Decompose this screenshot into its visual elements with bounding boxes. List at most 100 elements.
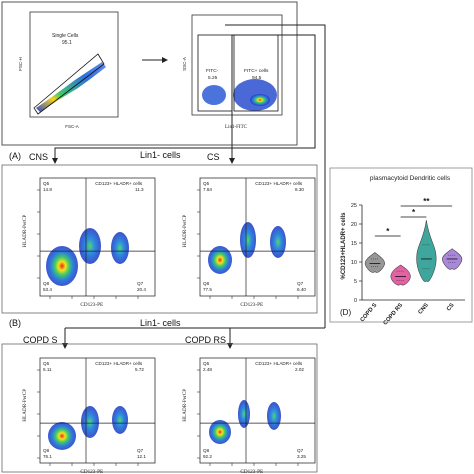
- cell-cluster-mid: [81, 406, 99, 438]
- y-tick-label: 25: [351, 203, 357, 209]
- x-tick-label: CS: [446, 302, 456, 312]
- quad-q7-name: Q7: [137, 281, 144, 286]
- quad-q7-name: Q7: [297, 448, 304, 453]
- singlets-gate: [33, 53, 105, 115]
- lin1-neg-gate-name: FITC-: [206, 68, 219, 74]
- lin1-neg-cells: [202, 85, 226, 105]
- panel-top-quad-frame: [1, 164, 318, 314]
- y-tick-label: 5: [354, 279, 357, 285]
- quad-xlabel: CD123-PE: [80, 302, 103, 308]
- quad-ylabel: HLADR-PerCP: [182, 215, 188, 248]
- quad-title: CD123+ HLADR+ cells: [95, 361, 143, 366]
- quad-title: CD123+ HLADR+ cells: [255, 181, 303, 186]
- significance-label: **: [423, 197, 430, 206]
- quad-plot-area: [199, 177, 316, 297]
- quad-q5-value: 14.8: [43, 187, 52, 192]
- quad-q6-value: 2.02: [295, 367, 304, 372]
- x-tick-label: COPD RS: [383, 302, 405, 326]
- lin1-neg-gate-value: 5.25: [208, 75, 218, 81]
- violin-cns: [416, 220, 437, 282]
- cell-cluster-main: [208, 246, 232, 274]
- singlets-cells-cloud: [36, 62, 106, 112]
- panel-d-label: (D): [340, 308, 351, 317]
- chart-title: plasmacytoid Dendritic cells: [370, 175, 451, 182]
- quad-q7-value: 6.40: [297, 287, 306, 292]
- quad-q8-value: 77.5: [203, 287, 212, 292]
- quad-q5-value: 6.11: [43, 367, 52, 372]
- cell-cluster-main: [46, 246, 78, 286]
- x-tick-label: CNS: [417, 302, 430, 315]
- chart-ylabel: %CD123+HLADR+ cells: [341, 212, 347, 280]
- quad-q7-name: Q7: [137, 448, 144, 453]
- quad-ylabel: HLADR-PerCP: [182, 389, 188, 422]
- singlets-plot-area: [29, 11, 119, 118]
- quad-q5-value: 7.84: [203, 187, 212, 192]
- y-tick-label: 10: [351, 260, 357, 266]
- singlets-gate-name: Single Cells: [52, 33, 79, 39]
- cell-cluster-main: [48, 422, 76, 450]
- lin1-ylabel: SSC-A: [182, 57, 187, 71]
- quad-q8-name: Q8: [43, 448, 50, 453]
- panel-b-label: (B): [9, 318, 21, 328]
- quad-q8-name: Q8: [203, 281, 210, 286]
- quad-q7-value: 20.4: [137, 287, 146, 292]
- cell-cluster-mid: [79, 228, 101, 264]
- cell-cluster-mid: [240, 222, 256, 258]
- quad-q8-value: 76.1: [43, 454, 52, 459]
- quad-ylabel: HLADR-PerCP: [22, 215, 28, 248]
- quad-q5-name: Q5: [43, 181, 50, 186]
- panel-a-cs-label: CS: [207, 152, 220, 162]
- y-tick-label: 0: [354, 298, 357, 304]
- quad-xlabel: CD123-PE: [80, 469, 103, 474]
- lin1-xlabel: Lin1-FITC: [225, 125, 248, 130]
- quad-q5-name: Q5: [203, 361, 210, 366]
- quad-q8-name: Q8: [43, 281, 50, 286]
- quad-q5-value: 2.48: [203, 367, 212, 372]
- quad-title: CD123+ HLADR+ cells: [255, 361, 303, 366]
- violin-copd-rs: [390, 264, 411, 286]
- y-tick-label: 15: [351, 241, 357, 247]
- quad-q6-value: 8.30: [295, 187, 304, 192]
- quad-ylabel: HLADR-PerCP: [22, 389, 28, 422]
- singlets-plot: Single Cells 95.1 FSC-A FSC-H: [18, 11, 119, 129]
- panel-b-quad-frame: [1, 343, 318, 473]
- panel-d-frame: [329, 167, 473, 323]
- quad-q5-name: Q5: [43, 361, 50, 366]
- cell-cluster-right: [267, 402, 281, 430]
- cell-cluster-main: [209, 420, 231, 444]
- cell-cluster-right: [270, 226, 286, 258]
- singlets-xlabel: FSC-A: [65, 124, 79, 129]
- quad-xlabel: CD123-PE: [240, 302, 263, 308]
- cell-cluster-mid: [238, 400, 250, 428]
- lin1-pos-gate-name: FITC+ cells: [244, 68, 269, 74]
- significance-label: *: [386, 227, 390, 236]
- gating-arrow: [142, 57, 168, 63]
- cell-cluster-right: [111, 232, 129, 264]
- quad-q6-value: 11.3: [135, 187, 144, 192]
- quad-q5-name: Q5: [203, 181, 210, 186]
- quad-plot-area: [199, 357, 316, 464]
- singlets-gate-value: 95.1: [62, 40, 72, 46]
- panel-b-copds-label: COPD S: [23, 335, 58, 345]
- quad-title: CD123+ HLADR+ cells: [95, 181, 143, 186]
- quad-xlabel: CD123-PE: [240, 469, 263, 474]
- panel-a-frame: [1, 1, 298, 146]
- panel-a-lin-label: Lin1- cells: [140, 150, 181, 160]
- violin-copd-s: [364, 252, 385, 273]
- quad-q8-value: 92.2: [203, 454, 212, 459]
- y-tick-label: 20: [351, 222, 357, 228]
- panel-b-copdrs-label: COPD RS: [185, 335, 226, 345]
- singlets-ylabel: FSC-H: [18, 57, 23, 71]
- quad-q7-name: Q7: [297, 281, 304, 286]
- panel-a-cns-label: CNS: [29, 152, 48, 162]
- lin1-pos-cells-inner: [250, 94, 270, 106]
- quad-q6-value: 5.72: [135, 367, 144, 372]
- connector-lines: [52, 24, 326, 349]
- lin1-pos-gate-value: 94.5: [252, 75, 262, 81]
- panel-b-lin-label: Lin1- cells: [140, 318, 181, 328]
- quad-q8-value: 53.4: [43, 287, 52, 292]
